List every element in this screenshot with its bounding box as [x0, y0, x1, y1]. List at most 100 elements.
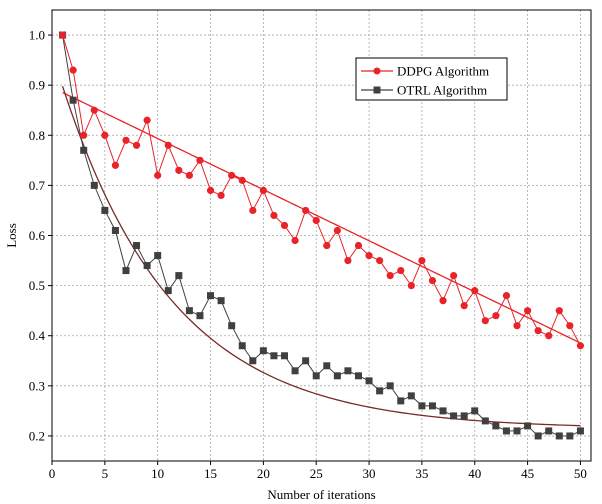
data-point — [407, 392, 415, 400]
data-point — [481, 417, 489, 425]
data-point — [502, 427, 510, 435]
data-point — [238, 176, 246, 184]
data-point — [471, 287, 479, 295]
data-point — [101, 131, 109, 139]
data-point — [154, 171, 162, 179]
y-tick-label: 0.8 — [29, 128, 45, 143]
data-point — [566, 322, 574, 330]
data-point — [407, 282, 415, 290]
data-point — [566, 432, 574, 440]
y-axis-label: Loss — [4, 223, 19, 248]
data-point — [333, 226, 341, 235]
grid-lines — [52, 10, 591, 461]
fit-curve-0 — [62, 91, 581, 344]
data-point — [58, 31, 67, 39]
data-point — [576, 342, 585, 350]
data-point — [376, 256, 384, 265]
data-point — [302, 357, 310, 365]
legend-otrl-marker — [373, 86, 381, 94]
data-point — [249, 206, 257, 215]
data-point — [281, 352, 289, 360]
data-point — [545, 427, 553, 435]
data-point — [228, 171, 236, 179]
data-point — [523, 307, 532, 315]
legend-otrl-label: OTRL Algorithm — [397, 83, 487, 98]
data-point — [460, 302, 468, 310]
legend-entry-ddpg: DDPG Algorithm — [361, 64, 489, 79]
data-point — [513, 427, 521, 435]
data-point — [122, 136, 130, 144]
y-tick-label: 0.4 — [29, 328, 46, 343]
fit-curves — [61, 86, 581, 427]
data-point — [175, 272, 183, 280]
y-tick-label: 0.5 — [29, 278, 45, 293]
data-point — [143, 116, 151, 124]
fit-curve-1 — [61, 86, 581, 427]
data-point — [111, 226, 119, 234]
data-point — [164, 287, 172, 295]
x-tick-label: 35 — [415, 466, 428, 481]
data-point — [333, 372, 341, 380]
data-point — [291, 236, 299, 245]
data-point — [90, 181, 98, 189]
data-point — [312, 216, 320, 225]
data-point — [344, 256, 352, 265]
x-tick-label: 30 — [363, 466, 376, 481]
data-point — [471, 407, 479, 415]
data-point — [164, 141, 172, 149]
data-point — [196, 156, 204, 164]
y-tick-label: 0.7 — [29, 178, 46, 193]
data-point — [418, 402, 426, 410]
data-point — [69, 66, 77, 74]
data-point — [354, 372, 362, 380]
data-point — [460, 412, 468, 420]
x-tick-label: 5 — [102, 466, 109, 481]
x-tick-label: 50 — [574, 466, 587, 481]
series-ddpg — [58, 31, 585, 350]
data-point — [175, 166, 183, 174]
legend: DDPG Algorithm OTRL Algorithm — [355, 57, 508, 101]
data-point — [259, 347, 267, 355]
data-point — [80, 146, 88, 154]
data-point — [259, 186, 267, 194]
data-point — [206, 186, 215, 194]
data-point — [534, 432, 542, 440]
data-point — [270, 211, 278, 220]
y-tick-label: 0.3 — [29, 378, 45, 393]
data-point — [185, 171, 193, 179]
data-point — [185, 307, 193, 315]
series-otrl — [59, 31, 584, 440]
y-tick-label: 0.2 — [29, 428, 45, 443]
data-point — [196, 312, 204, 320]
y-tick-label: 0.6 — [29, 228, 46, 243]
x-tick-label: 45 — [521, 466, 534, 481]
data-point — [397, 266, 405, 275]
data-point — [344, 367, 352, 375]
data-point — [492, 422, 500, 430]
data-point — [576, 427, 584, 435]
data-point — [291, 367, 299, 375]
data-point — [122, 267, 130, 275]
data-point — [524, 422, 532, 430]
data-point — [217, 191, 225, 200]
data-point — [111, 161, 120, 169]
x-tick-label: 40 — [468, 466, 481, 481]
data-point — [323, 241, 331, 250]
data-point — [207, 292, 215, 300]
data-point — [101, 206, 109, 214]
data-point — [513, 322, 521, 330]
data-series — [58, 31, 585, 440]
data-point — [418, 256, 426, 265]
data-point — [217, 297, 225, 305]
data-point — [439, 407, 447, 415]
x-tick-label: 20 — [257, 466, 270, 481]
data-point — [439, 297, 447, 305]
data-point — [312, 372, 320, 380]
legend-box — [355, 57, 508, 101]
data-point — [386, 382, 394, 390]
data-point — [428, 402, 436, 410]
data-point — [323, 362, 331, 370]
data-point — [69, 96, 77, 104]
data-point — [450, 271, 458, 280]
